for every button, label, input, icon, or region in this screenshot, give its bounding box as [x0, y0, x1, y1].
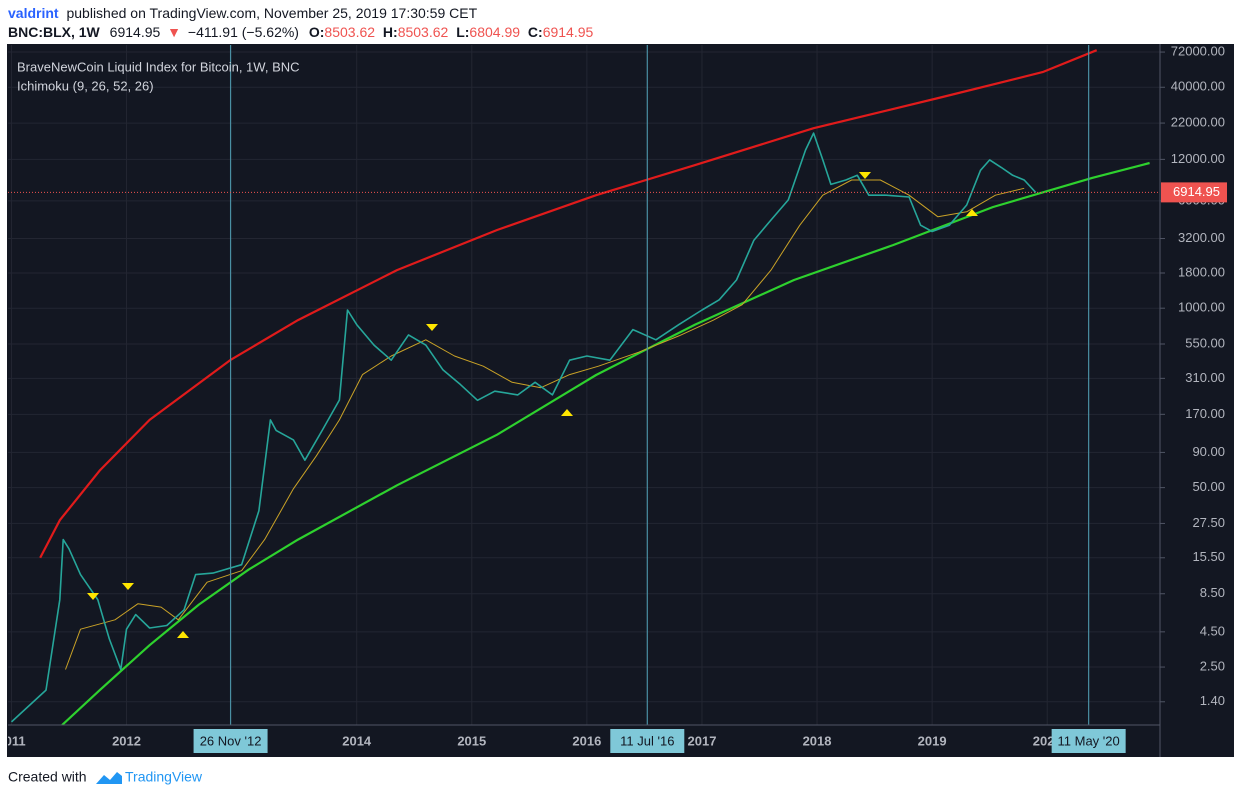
- last-price-box: [1161, 182, 1227, 203]
- y-tick-label: 1000.00: [1178, 300, 1225, 315]
- chart-background: [7, 44, 1234, 757]
- y-tick-label: 2.50: [1200, 658, 1225, 673]
- y-tick-label: 22000.00: [1171, 115, 1225, 130]
- y-tick-label: 50.00: [1192, 479, 1225, 494]
- plot-area: [8, 45, 1160, 725]
- series-line: [61, 161, 1150, 725]
- buy-marker: [177, 631, 189, 638]
- y-tick-label: 310.00: [1185, 370, 1225, 385]
- series-line: [65, 179, 1025, 670]
- y-axis: 72000.0040000.0022000.0012000.006000.003…: [1160, 43, 1225, 708]
- y-tick-label: 90.00: [1192, 444, 1225, 459]
- y-tick-label: 3200.00: [1178, 230, 1225, 245]
- ohlc-label: O:: [309, 24, 325, 40]
- sell-marker: [859, 172, 871, 179]
- footer: Created with TradingView: [8, 769, 203, 785]
- buy-marker: [966, 209, 978, 216]
- published-text: published on TradingView.com, November 2…: [66, 5, 477, 21]
- ohlc-value: 6804.99: [469, 24, 520, 40]
- date-marker-box: [193, 729, 268, 753]
- y-tick-label: 4.50: [1200, 623, 1225, 638]
- ohlc-label: L:: [456, 24, 469, 40]
- publish-line: valdrint published on TradingView.com, N…: [8, 5, 478, 21]
- sell-marker: [426, 324, 438, 331]
- indicator-label: Ichimoku (9, 26, 52, 26): [17, 78, 154, 93]
- ohlc-value: 6914.95: [543, 24, 594, 40]
- y-tick-label: 170.00: [1185, 406, 1225, 421]
- sell-marker: [87, 593, 99, 600]
- author[interactable]: valdrint: [8, 5, 59, 21]
- ohlc-label: H:: [383, 24, 398, 40]
- y-tick-label: 550.00: [1185, 335, 1225, 350]
- last-price-label: 6914.95: [1173, 184, 1220, 199]
- y-tick-label: 1.40: [1200, 693, 1225, 708]
- date-marker-label: 26 Nov '12: [200, 733, 262, 748]
- symbol: BNC:BLX, 1W: [8, 24, 101, 40]
- y-tick-label: 12000.00: [1171, 151, 1225, 166]
- y-tick-label: 15.50: [1192, 549, 1225, 564]
- change-arrow: ▼: [167, 24, 181, 40]
- x-tick-label: 2019: [918, 733, 947, 748]
- date-marker-box: [610, 729, 685, 753]
- chart-title: BraveNewCoin Liquid Index for Bitcoin, 1…: [17, 59, 300, 74]
- date-marker-label: 11 Jul '16: [620, 733, 674, 748]
- series-line: [39, 49, 1098, 559]
- change-value: −411.91 (−5.62%): [188, 24, 299, 40]
- brand-name[interactable]: TradingView: [125, 769, 203, 785]
- x-tick-label: 2014: [342, 733, 372, 748]
- y-tick-label: 8.50: [1200, 585, 1225, 600]
- x-tick-label: 2012: [112, 733, 141, 748]
- x-axis: 2011 2012 2014 2015 2016 2017 2018 2019 2020: [0, 733, 1062, 748]
- series-line: [10, 132, 1037, 723]
- ohlc-label: C:: [528, 24, 543, 40]
- buy-marker: [561, 409, 573, 416]
- y-tick-label: 27.50: [1192, 515, 1225, 530]
- date-marker-box: [1051, 729, 1126, 753]
- y-tick-label: 72000.00: [1171, 43, 1225, 58]
- x-tick-label: 2017: [688, 733, 717, 748]
- date-marker-label: 11 May '20: [1058, 733, 1120, 748]
- sell-marker: [122, 583, 134, 590]
- x-tick-label: 2011: [0, 733, 26, 748]
- brand-logo: [96, 772, 122, 784]
- overlay: 26 Nov '12 11 Jul '16 11 May '20 6914.95: [193, 182, 1227, 753]
- signal-markers: [87, 172, 978, 638]
- symbol-line: BNC:BLX, 1W 6914.95 ▼ −411.91 (−5.62%) O…: [8, 24, 594, 40]
- created-with: Created with: [8, 769, 87, 785]
- x-tick-label: 2018: [803, 733, 832, 748]
- last-value: 6914.95: [110, 24, 161, 40]
- ohlc-value: 8503.62: [398, 24, 449, 40]
- y-tick-label: 40000.00: [1171, 79, 1225, 94]
- ohlc-value: 8503.62: [324, 24, 375, 40]
- y-tick-label: 1800.00: [1178, 264, 1225, 279]
- x-tick-label: 2015: [457, 733, 486, 748]
- x-tick-label: 2016: [572, 733, 601, 748]
